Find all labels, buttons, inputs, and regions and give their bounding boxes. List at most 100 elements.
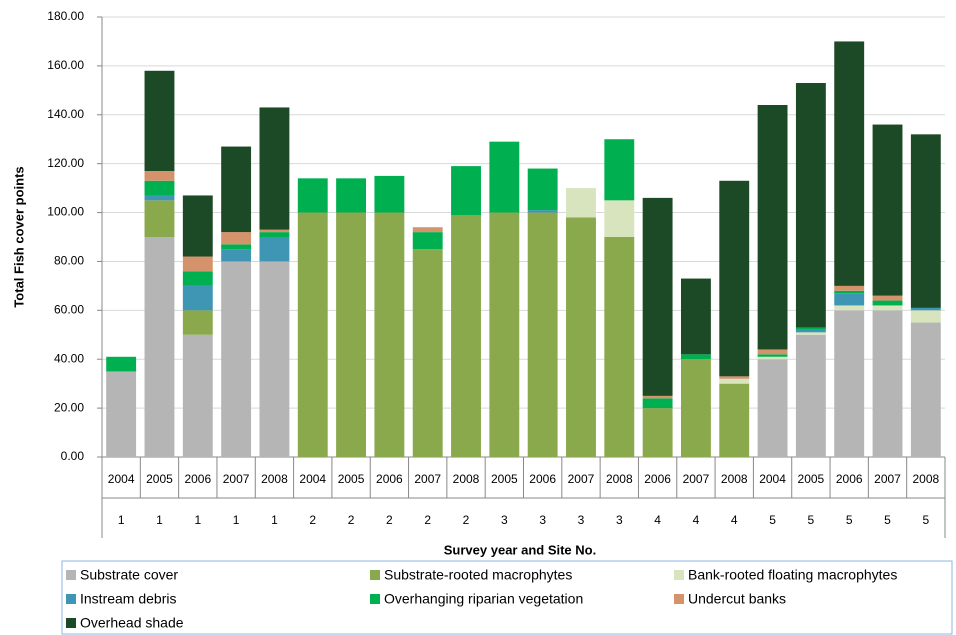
legend-label: Instream debris (80, 591, 176, 607)
bar-segment (872, 310, 903, 457)
bar-segment (336, 178, 367, 213)
bar-segment (144, 200, 175, 237)
bar-segment (221, 261, 252, 457)
site-label: 5 (884, 513, 891, 527)
site-label: 2 (424, 513, 431, 527)
site-label: 4 (731, 513, 738, 527)
bar-segment (527, 212, 558, 457)
x-tick-label: 2004 (108, 472, 135, 486)
bar-segment (604, 237, 635, 457)
bar-segment (757, 359, 788, 457)
bar-segment (757, 354, 788, 357)
bar-segment (259, 261, 290, 457)
site-label: 2 (386, 513, 393, 527)
x-tick-label: 2005 (491, 472, 518, 486)
bar-segment (719, 376, 750, 379)
bar-segment (910, 134, 941, 308)
bar-segment (757, 105, 788, 350)
legend-label: Bank-rooted floating macrophytes (688, 567, 897, 583)
site-label: 1 (156, 513, 163, 527)
bar-segment (489, 212, 520, 457)
bar-segment (182, 256, 213, 272)
y-axis-title: Total Fish cover points (11, 166, 26, 307)
x-tick-label: 2006 (644, 472, 671, 486)
bar-segment (259, 232, 290, 237)
bar-segment (795, 329, 826, 333)
site-label: 5 (769, 513, 776, 527)
bar-segment (144, 70, 175, 171)
x-tick-label: 2008 (606, 472, 633, 486)
bar-segment (834, 293, 865, 306)
x-tick-label: 2008 (912, 472, 939, 486)
x-tick-label: 2006 (836, 472, 863, 486)
bar-segment (182, 285, 213, 311)
site-label: 5 (808, 513, 815, 527)
site-label: 1 (194, 513, 201, 527)
bar-segment (910, 307, 941, 311)
site-label: 1 (118, 513, 125, 527)
y-tick-label: 120.00 (47, 156, 84, 170)
site-label: 3 (616, 513, 623, 527)
x-tick-label: 2007 (683, 472, 710, 486)
bar-segment (872, 300, 903, 306)
bar-segment (719, 378, 750, 384)
y-tick-label: 60.00 (54, 303, 84, 317)
x-tick-label: 2004 (759, 472, 786, 486)
x-tick-label: 2006 (184, 472, 211, 486)
bar-segment (221, 146, 252, 233)
bar-segment (489, 141, 520, 213)
bar-segment (106, 371, 137, 457)
x-tick-label: 2008 (453, 472, 480, 486)
bar-segment (872, 124, 903, 296)
bar-segment (221, 232, 252, 245)
bar-segment (412, 249, 443, 457)
bar-segment (451, 166, 481, 215)
site-label: 4 (654, 513, 661, 527)
bar-segment (527, 210, 558, 213)
bar-segment (182, 334, 213, 457)
bar-segment (795, 83, 826, 328)
bar-segment (144, 195, 175, 201)
bar-segment (566, 188, 596, 218)
site-label: 5 (922, 513, 929, 527)
legend-swatch (66, 618, 76, 628)
bar-segment (374, 175, 405, 213)
bar-segment (910, 310, 941, 323)
y-tick-label: 0.00 (61, 449, 85, 463)
legend-swatch (674, 570, 684, 580)
x-tick-label: 2008 (261, 472, 288, 486)
y-tick-label: 140.00 (47, 107, 84, 121)
legend-box (61, 560, 953, 635)
bar-segment (795, 327, 826, 330)
x-axis-title: Survey year and Site No. (444, 542, 596, 557)
x-tick-label: 2006 (376, 472, 403, 486)
bar-segment (834, 310, 865, 457)
site-label: 2 (348, 513, 355, 527)
bar-segment (757, 356, 788, 360)
bar-segment (182, 271, 213, 286)
bar-segment (642, 398, 673, 409)
bar-segment (642, 197, 673, 396)
bar-segment (834, 285, 865, 291)
bar-segment (680, 359, 711, 457)
legend-label: Substrate-rooted macrophytes (384, 567, 572, 583)
site-label: 3 (501, 513, 508, 527)
x-tick-label: 2004 (299, 472, 326, 486)
bar-segment (182, 195, 213, 257)
bar-segment (297, 178, 328, 213)
bar-segment (795, 332, 826, 335)
legend: Substrate cover Substrate-rooted macrophy… (66, 567, 897, 631)
site-label: 5 (846, 513, 853, 527)
bar-segment (872, 295, 903, 301)
bar-segment (795, 334, 826, 457)
x-tick-label: 2008 (721, 472, 748, 486)
bar-segment (642, 395, 673, 399)
bar-segment (182, 310, 213, 335)
legend-label: Undercut banks (688, 591, 786, 607)
bar-segment (604, 200, 635, 237)
bar-segment (259, 229, 290, 233)
bar-segment (719, 383, 750, 457)
bar-segment (297, 212, 328, 457)
legend-swatch (66, 594, 76, 604)
